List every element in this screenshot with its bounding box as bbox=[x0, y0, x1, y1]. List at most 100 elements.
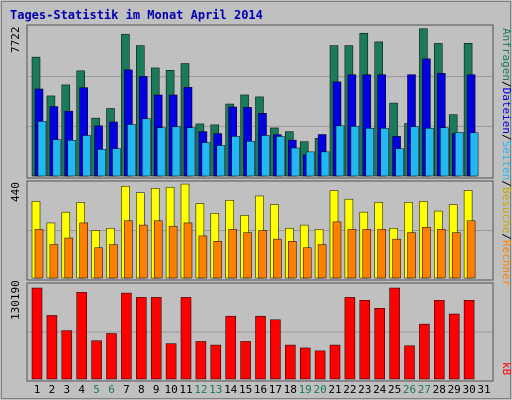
legend-right-top: Anfragen/Dateien/Seiten/Besuche/Rechner bbox=[500, 28, 512, 287]
bar-rechner-day-22 bbox=[347, 229, 357, 279]
x-tick-day-1: 1 bbox=[34, 383, 41, 396]
bar-kb-day-6 bbox=[106, 333, 117, 380]
x-tick-day-17: 17 bbox=[269, 383, 282, 396]
bar-seiten-day-14 bbox=[231, 136, 240, 177]
bar-kb-day-17 bbox=[270, 319, 281, 380]
legend-anfragen: Anfragen bbox=[500, 28, 512, 81]
bar-rechner-day-7 bbox=[124, 220, 133, 279]
x-tick-day-8: 8 bbox=[138, 383, 145, 396]
bar-seiten-day-21 bbox=[335, 125, 345, 177]
bar-rechner-day-29 bbox=[451, 232, 461, 279]
bar-kb-day-27 bbox=[419, 323, 430, 380]
bar-seiten-day-7 bbox=[127, 124, 136, 177]
bar-seiten-day-3 bbox=[67, 140, 77, 177]
bar-seiten-day-30 bbox=[469, 132, 479, 177]
bar-seiten-day-20 bbox=[320, 151, 330, 177]
bar-kb-day-14 bbox=[225, 315, 236, 380]
x-tick-day-25: 25 bbox=[388, 383, 401, 396]
svg-text:Anfragen/Dateien/Seiten/Besuch: Anfragen/Dateien/Seiten/Besuche/Rechner bbox=[500, 28, 512, 287]
bar-rechner-day-16 bbox=[258, 230, 267, 279]
bar-kb-day-16 bbox=[255, 315, 266, 380]
bar-rechner-day-12 bbox=[198, 235, 208, 279]
bar-kb-day-20 bbox=[314, 350, 326, 380]
bar-rechner-day-19 bbox=[302, 247, 312, 279]
panel-requests-ymax-label: 7722 bbox=[9, 27, 22, 54]
bar-kb-day-12 bbox=[195, 341, 207, 380]
bar-rechner-day-5 bbox=[94, 247, 103, 279]
bar-rechner-day-30 bbox=[466, 220, 476, 279]
bar-seiten-day-11 bbox=[186, 127, 196, 177]
x-tick-day-21: 21 bbox=[328, 383, 341, 396]
bar-rechner-day-11 bbox=[183, 222, 193, 279]
bar-seiten-day-22 bbox=[350, 126, 360, 177]
bar-seiten-day-28 bbox=[440, 127, 449, 177]
bar-kb-day-29 bbox=[448, 313, 460, 380]
x-tick-day-18: 18 bbox=[284, 383, 297, 396]
bar-rechner-day-17 bbox=[273, 238, 282, 279]
bar-rechner-day-6 bbox=[109, 244, 118, 279]
x-tick-day-13: 13 bbox=[209, 383, 222, 396]
x-tick-labels: 1 2 3 4 5 6 7 8 9 10 11 12 13 14 15 16 17 18 19 20 21 22 23 24 2… bbox=[34, 383, 491, 396]
bar-seiten-day-6 bbox=[112, 148, 121, 177]
bar-seiten-day-16 bbox=[261, 135, 270, 177]
legend-sep-2: / bbox=[500, 134, 512, 141]
bar-seiten-day-10 bbox=[171, 126, 181, 177]
bar-kb-day-24 bbox=[374, 307, 385, 380]
bar-rechner-day-25 bbox=[392, 238, 401, 279]
x-tick-day-10: 10 bbox=[164, 383, 177, 396]
bar-rechner-day-9 bbox=[153, 220, 163, 279]
bar-seiten-day-27 bbox=[425, 128, 434, 177]
bar-rechner-day-14 bbox=[228, 229, 237, 279]
x-tick-day-2: 2 bbox=[49, 383, 56, 396]
x-tick-day-16: 16 bbox=[254, 383, 267, 396]
bar-rechner-day-26 bbox=[407, 232, 416, 279]
bar-seiten-day-23 bbox=[365, 128, 375, 177]
bar-seiten-day-18 bbox=[291, 147, 300, 177]
bar-kb-day-2 bbox=[46, 315, 58, 380]
bar-kb-day-13 bbox=[210, 344, 222, 380]
bar-kb-day-10 bbox=[165, 343, 177, 380]
x-tick-day-27: 27 bbox=[418, 383, 431, 396]
bar-kb-day-15 bbox=[240, 341, 251, 380]
x-tick-day-3: 3 bbox=[63, 383, 70, 396]
bar-rechner-day-24 bbox=[377, 229, 386, 279]
legend-dateien: Dateien bbox=[500, 88, 512, 134]
bar-kb-day-3 bbox=[61, 330, 73, 380]
bar-kb-day-23 bbox=[359, 300, 371, 380]
bar-kb-day-8 bbox=[136, 297, 147, 380]
x-tick-day-7: 7 bbox=[123, 383, 130, 396]
bar-seiten-day-25 bbox=[395, 148, 404, 177]
bar-seiten-day-2 bbox=[52, 139, 62, 177]
bar-kb-day-19 bbox=[299, 347, 311, 380]
x-tick-day-24: 24 bbox=[373, 383, 387, 396]
bar-kb-day-22 bbox=[344, 297, 356, 380]
x-tick-day-28: 28 bbox=[433, 383, 446, 396]
bar-rechner-day-28 bbox=[437, 229, 446, 279]
bar-rechner-day-2 bbox=[49, 244, 59, 279]
legend-sep-3: / bbox=[500, 180, 512, 187]
x-tick-day-22: 22 bbox=[343, 383, 356, 396]
legend-rechner: Rechner bbox=[500, 240, 512, 287]
x-tick-day-20: 20 bbox=[313, 383, 326, 396]
bar-rechner-day-1 bbox=[34, 229, 44, 279]
bar-kb-day-21 bbox=[329, 344, 341, 380]
bar-kb-day-1 bbox=[31, 287, 43, 380]
x-tick-day-15: 15 bbox=[239, 383, 252, 396]
bar-seiten-day-4 bbox=[82, 135, 91, 177]
x-tick-day-12: 12 bbox=[194, 383, 207, 396]
bar-seiten-day-19 bbox=[305, 151, 315, 177]
bar-seiten-day-15 bbox=[246, 141, 255, 177]
bar-rechner-day-15 bbox=[243, 232, 252, 279]
bar-rechner-day-23 bbox=[362, 229, 372, 279]
bar-kb-day-7 bbox=[121, 292, 132, 380]
bar-kb-day-9 bbox=[150, 297, 162, 380]
bar-kb-day-11 bbox=[180, 297, 192, 380]
bar-kb-day-18 bbox=[285, 344, 296, 380]
bar-seiten-day-1 bbox=[37, 121, 47, 177]
x-tick-day-5: 5 bbox=[93, 383, 100, 396]
legend-sep-4: / bbox=[500, 233, 512, 240]
bar-kb-day-28 bbox=[434, 300, 445, 380]
bar-seiten-day-5 bbox=[97, 149, 106, 177]
legend-kb: kB bbox=[500, 362, 512, 376]
